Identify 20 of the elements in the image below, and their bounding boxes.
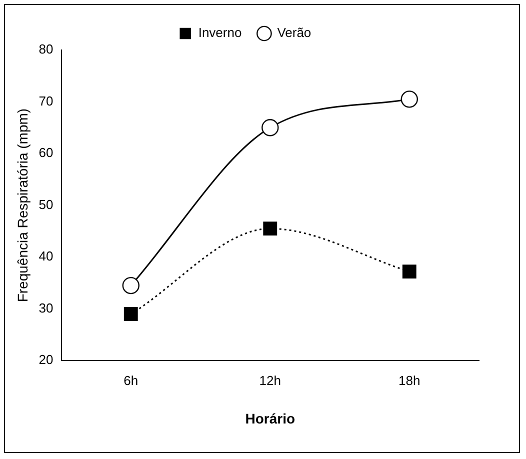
point <box>402 264 416 279</box>
legend-label: Inverno <box>198 25 242 40</box>
point <box>400 90 418 108</box>
y-tick-label: 70 <box>38 93 54 108</box>
y-tick-label: 30 <box>38 300 54 316</box>
x-axis-title: Horário <box>245 410 296 426</box>
x-tick-label: 12h <box>259 372 281 388</box>
y-axis-title: Frequência Respiratória (mpm) <box>14 108 30 302</box>
point <box>262 119 279 136</box>
x-tick-label: 6h <box>124 372 138 388</box>
y-tick-label: 40 <box>38 248 54 264</box>
y-tick-label: 60 <box>38 145 54 160</box>
legend-label: Verão <box>277 25 312 40</box>
point <box>263 222 278 236</box>
y-tick-label: 50 <box>38 196 54 212</box>
point <box>122 276 140 294</box>
y-tick-label: 80 <box>38 42 54 57</box>
y-tick-label: 20 <box>38 352 54 368</box>
point <box>124 307 138 321</box>
x-tick-label: 18h <box>398 372 420 388</box>
